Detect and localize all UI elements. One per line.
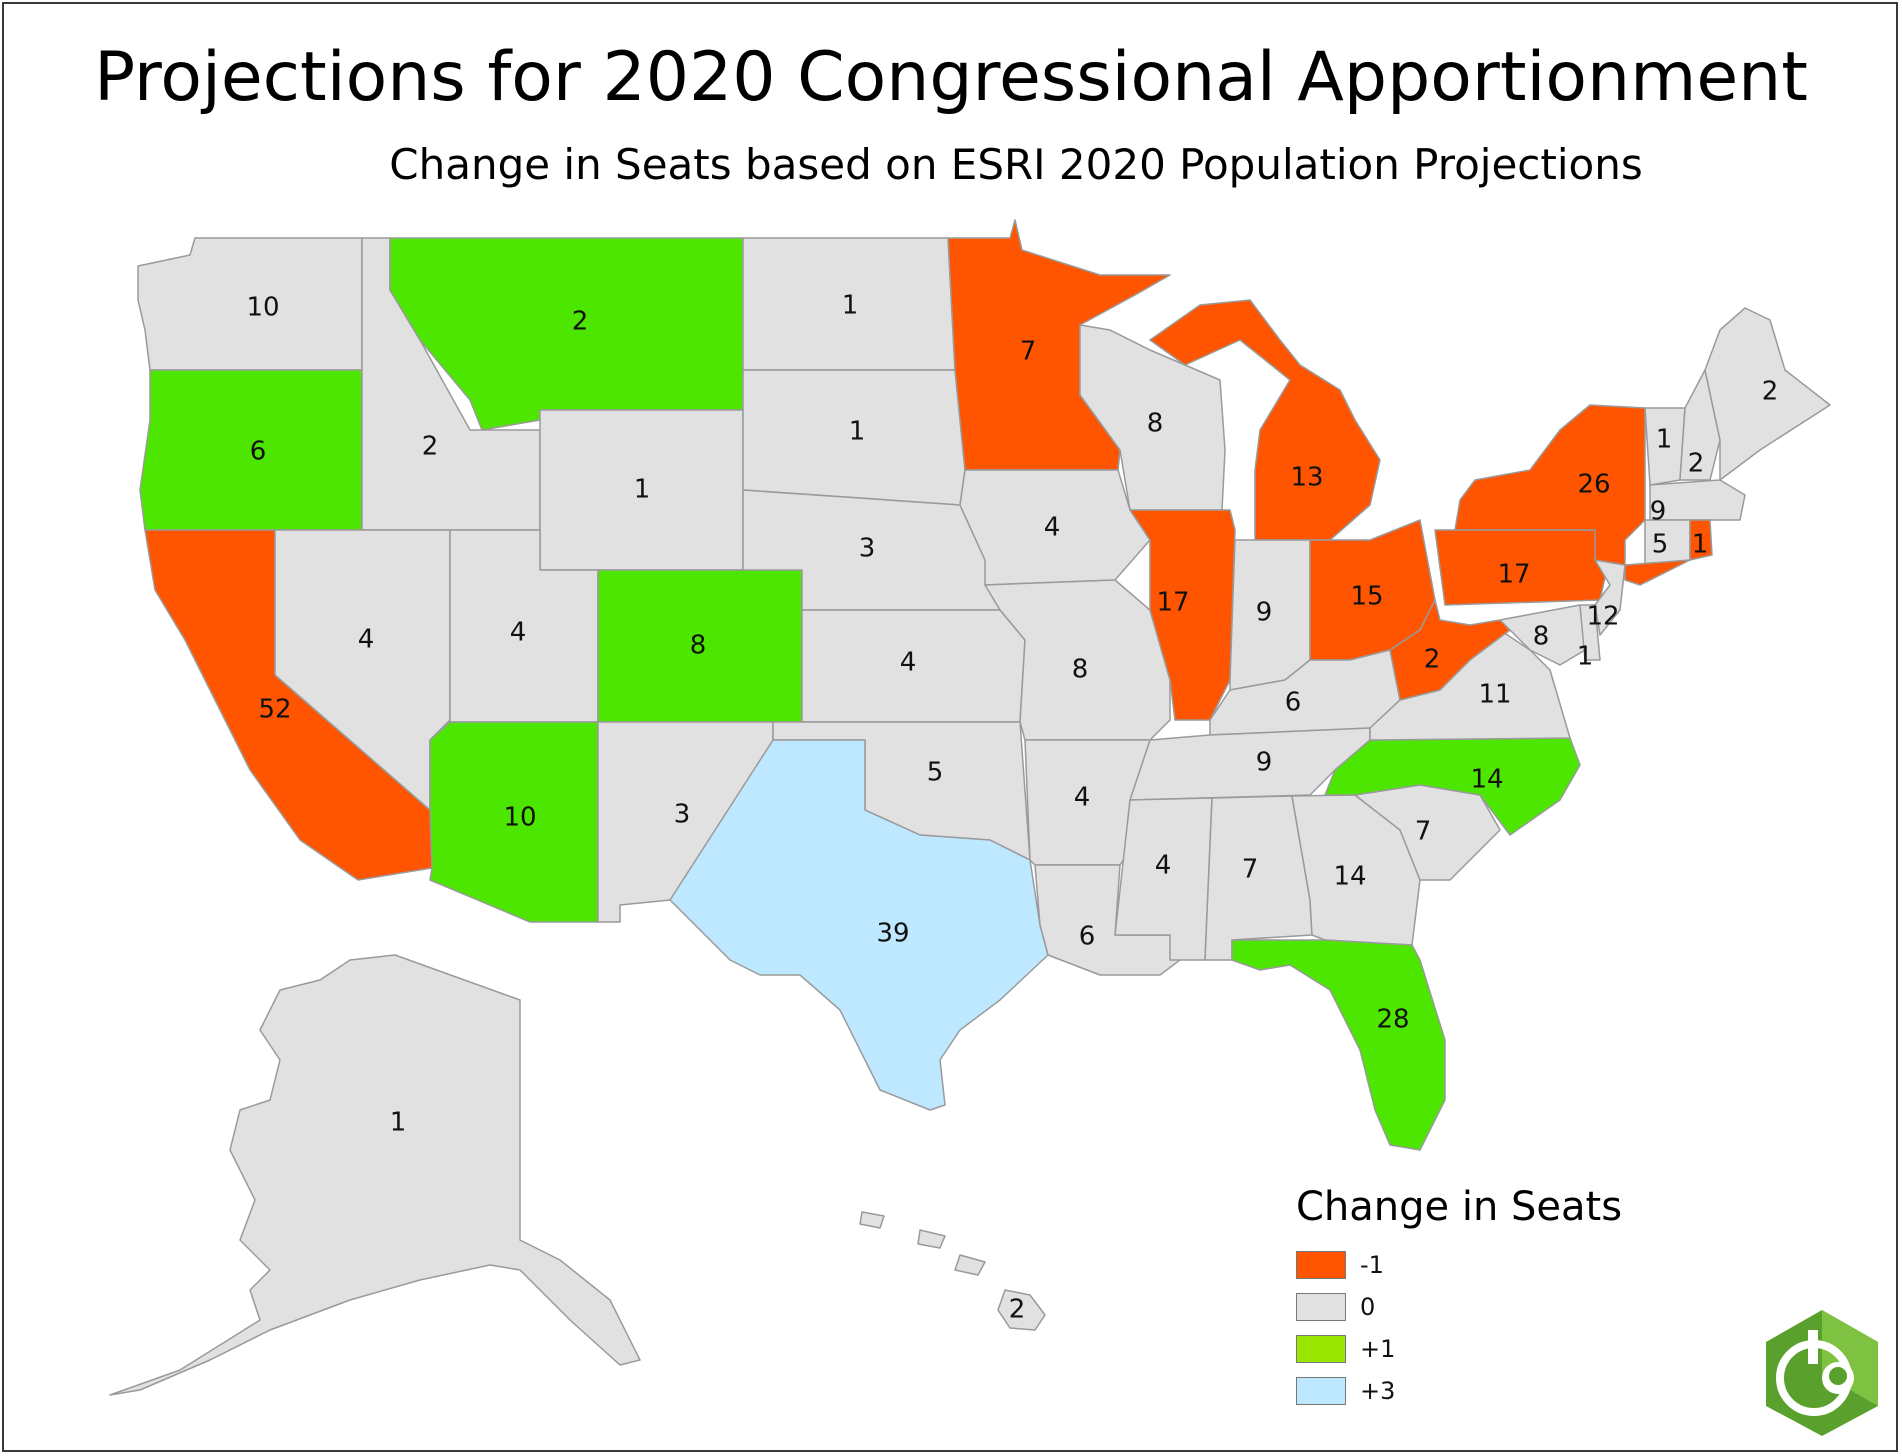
label-nd: 1: [842, 291, 859, 321]
label-ak: 1: [390, 1108, 407, 1138]
label-wy: 1: [634, 475, 651, 505]
state-hi-maui: [954, 1254, 986, 1276]
label-ks: 4: [900, 648, 917, 678]
label-ga: 14: [1333, 862, 1366, 892]
label-oh: 15: [1350, 582, 1383, 612]
label-ms: 4: [1155, 851, 1172, 881]
state-de: [1579, 604, 1601, 661]
label-co: 8: [690, 631, 707, 661]
label-ny: 26: [1577, 470, 1610, 500]
label-md: 8: [1533, 622, 1550, 652]
label-mn: 7: [1020, 337, 1037, 367]
label-wi: 8: [1147, 409, 1164, 439]
label-ri: 1: [1692, 530, 1709, 560]
legend-item: -1: [1296, 1244, 1622, 1286]
map-title: Projections for 2020 Congressional Appor…: [94, 38, 1808, 117]
legend-title: Change in Seats: [1296, 1184, 1623, 1230]
state-fa: [1231, 939, 1446, 1151]
state-ma: [1649, 479, 1746, 521]
legend: Change in Seats -1 0 +1 +3: [1296, 1184, 1622, 1412]
legend-swatch-minus1: [1296, 1251, 1346, 1279]
label-sd: 1: [849, 417, 866, 447]
legend-label: -1: [1360, 1251, 1384, 1279]
label-wv: 2: [1424, 645, 1441, 675]
label-tx: 39: [876, 919, 909, 949]
state-me: [1704, 307, 1831, 481]
map-subtitle: Change in Seats based on ESRI 2020 Popul…: [389, 140, 1643, 189]
label-va: 11: [1478, 680, 1511, 710]
label-mt: 2: [572, 307, 589, 337]
legend-swatch-plus3: [1296, 1377, 1346, 1405]
state-mi: [1149, 299, 1381, 541]
legend-item: +3: [1296, 1370, 1622, 1412]
state-ri: [1689, 519, 1713, 561]
legend-swatch-plus1: [1296, 1335, 1346, 1363]
label-me: 2: [1762, 377, 1779, 407]
label-ne: 3: [859, 534, 876, 564]
label-ky: 6: [1285, 688, 1302, 718]
legend-item: +1: [1296, 1328, 1622, 1370]
label-ca: 52: [258, 695, 291, 725]
legend-swatch-zero: [1296, 1293, 1346, 1321]
state-nh: [1679, 369, 1721, 481]
legend-item: 0: [1296, 1286, 1622, 1328]
state-md: [1499, 604, 1586, 666]
label-ok: 5: [927, 758, 944, 788]
label-ia: 4: [1044, 513, 1061, 543]
label-la: 6: [1079, 922, 1096, 952]
label-vt: 1: [1656, 425, 1673, 455]
label-wa: 10: [246, 293, 279, 323]
label-fl: 28: [1376, 1005, 1409, 1035]
state-hi-kauai: [859, 1211, 885, 1229]
label-nh: 2: [1688, 449, 1705, 479]
label-hi: 2: [1009, 1295, 1026, 1325]
state-hi: [997, 1289, 1046, 1331]
legend-label: 0: [1360, 1293, 1376, 1321]
label-ut: 4: [510, 618, 527, 648]
state-il: [1129, 509, 1236, 721]
label-in: 9: [1256, 598, 1273, 628]
label-il: 17: [1156, 588, 1189, 618]
label-ar: 4: [1074, 783, 1091, 813]
label-id: 2: [422, 432, 439, 462]
label-ma: 9: [1650, 497, 1667, 527]
label-nm: 3: [674, 800, 691, 830]
label-nv: 4: [358, 625, 375, 655]
label-tn: 9: [1256, 748, 1273, 778]
state-wi: [1079, 324, 1226, 511]
label-ct: 5: [1652, 530, 1669, 560]
label-mo: 8: [1072, 655, 1089, 685]
label-az: 10: [503, 803, 536, 833]
state-ny-long-island: [1624, 559, 1691, 586]
label-al: 7: [1242, 855, 1259, 885]
label-nc: 14: [1470, 765, 1503, 795]
label-de: 1: [1577, 642, 1594, 672]
label-sc: 7: [1415, 817, 1432, 847]
state-tx: [669, 739, 1049, 1111]
state-hi-oahu: [917, 1229, 946, 1249]
label-nj: 12: [1586, 602, 1619, 632]
label-or: 6: [250, 437, 267, 467]
state-la: [1034, 864, 1181, 976]
legend-label: +3: [1360, 1377, 1396, 1405]
state-ak: [109, 954, 641, 1396]
label-mi: 13: [1290, 463, 1323, 493]
esri-logo-icon: [1766, 1310, 1878, 1436]
label-pa: 17: [1497, 560, 1530, 590]
legend-label: +1: [1360, 1335, 1396, 1363]
